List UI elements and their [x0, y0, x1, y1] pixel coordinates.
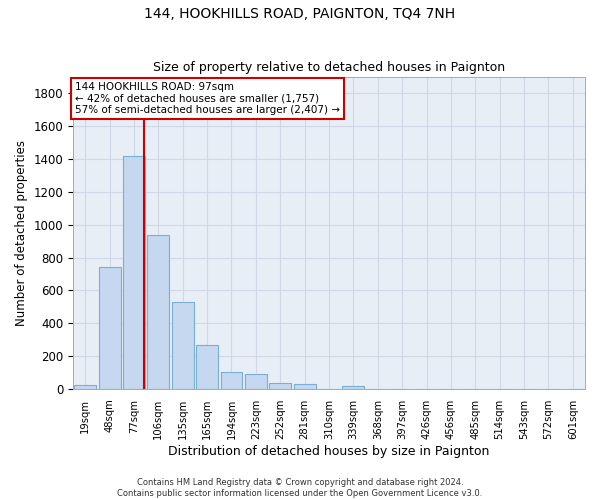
Bar	[245, 374, 267, 389]
Bar	[196, 346, 218, 389]
Bar	[343, 386, 364, 389]
Bar	[74, 385, 96, 389]
Bar	[293, 384, 316, 389]
Bar	[221, 372, 242, 389]
Y-axis label: Number of detached properties: Number of detached properties	[15, 140, 28, 326]
Text: 144, HOOKHILLS ROAD, PAIGNTON, TQ4 7NH: 144, HOOKHILLS ROAD, PAIGNTON, TQ4 7NH	[145, 8, 455, 22]
Bar	[269, 383, 291, 389]
Bar	[123, 156, 145, 389]
Bar	[98, 266, 121, 389]
Bar	[148, 236, 169, 389]
X-axis label: Distribution of detached houses by size in Paignton: Distribution of detached houses by size …	[169, 444, 490, 458]
Bar	[172, 302, 194, 389]
Title: Size of property relative to detached houses in Paignton: Size of property relative to detached ho…	[153, 62, 505, 74]
Text: 144 HOOKHILLS ROAD: 97sqm
← 42% of detached houses are smaller (1,757)
57% of se: 144 HOOKHILLS ROAD: 97sqm ← 42% of detac…	[75, 82, 340, 115]
Text: Contains HM Land Registry data © Crown copyright and database right 2024.
Contai: Contains HM Land Registry data © Crown c…	[118, 478, 482, 498]
